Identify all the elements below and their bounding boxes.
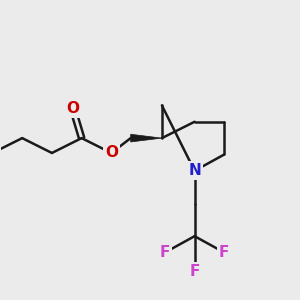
Text: F: F (160, 245, 170, 260)
Text: N: N (188, 163, 201, 178)
Text: O: O (66, 101, 79, 116)
Polygon shape (131, 134, 162, 142)
Text: O: O (105, 146, 118, 160)
Text: F: F (219, 245, 230, 260)
Text: F: F (189, 264, 200, 279)
